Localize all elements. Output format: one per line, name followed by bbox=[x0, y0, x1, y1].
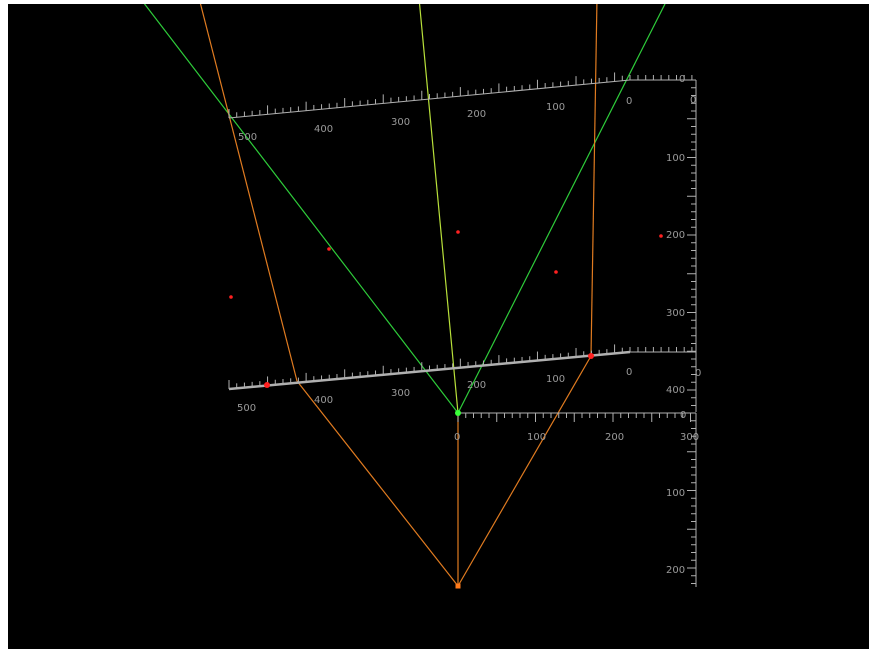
right-vertical-lower-ruler bbox=[687, 412, 697, 587]
red-point[interactable] bbox=[229, 295, 233, 299]
ruler-label: 100 bbox=[546, 374, 565, 385]
ruler-label: 200 bbox=[467, 380, 486, 391]
middle-slanted-ruler bbox=[228, 344, 696, 391]
top-slanted-ruler-labels: 500 400 300 200 100 0 bbox=[238, 96, 632, 143]
ruler-label: 0 bbox=[454, 432, 460, 443]
red-point-large[interactable] bbox=[264, 382, 270, 388]
ruler-label: 200 bbox=[467, 109, 486, 120]
horizontal-ruler-labels: 0 100 200 300 bbox=[454, 432, 699, 443]
orange-ray-right-upper bbox=[590, 4, 598, 357]
right-vertical-upper-ruler-labels: 0 100 200 300 400 bbox=[666, 95, 696, 396]
red-point[interactable] bbox=[327, 247, 331, 251]
ruler-label: 100 bbox=[666, 488, 685, 499]
ruler-label: 0 bbox=[626, 96, 632, 107]
ruler-label: 500 bbox=[237, 403, 256, 414]
ruler-label: 300 bbox=[391, 117, 410, 128]
ruler-label: 100 bbox=[527, 432, 546, 443]
ruler-label: 0 bbox=[690, 95, 696, 106]
ruler-label: 100 bbox=[546, 102, 565, 113]
red-point[interactable] bbox=[456, 230, 460, 234]
green-rays bbox=[143, 4, 666, 414]
ruler-label: 300 bbox=[391, 388, 410, 399]
green-apex-point[interactable] bbox=[455, 410, 461, 416]
orange-ray-right bbox=[457, 355, 592, 587]
orange-apex-point[interactable] bbox=[455, 583, 461, 589]
orange-rays bbox=[199, 4, 598, 587]
ruler-label-corner: 0 bbox=[695, 368, 701, 379]
scene-canvas[interactable]: 500 400 300 200 100 0 0 100 200 300 400 … bbox=[8, 4, 869, 649]
ruler-label: 400 bbox=[314, 395, 333, 406]
ruler-label: 400 bbox=[314, 124, 333, 135]
red-point[interactable] bbox=[554, 270, 558, 274]
middle-slanted-ruler-labels: 500 400 300 200 100 0 bbox=[237, 367, 632, 414]
orange-ray-left-upper bbox=[199, 4, 298, 382]
ruler-label: 200 bbox=[605, 432, 624, 443]
ruler-label: 200 bbox=[666, 230, 685, 241]
right-vertical-upper-ruler bbox=[687, 79, 697, 412]
ruler-label-corner: 0 bbox=[679, 74, 685, 85]
horizontal-ruler bbox=[457, 412, 696, 422]
top-slanted-ruler bbox=[228, 72, 696, 119]
ruler-label: 0 bbox=[626, 367, 632, 378]
yellow-green-ray-center bbox=[418, 4, 459, 414]
ruler-label: 200 bbox=[666, 565, 685, 576]
red-points bbox=[229, 230, 663, 388]
ruler-label: 500 bbox=[238, 132, 257, 143]
ruler-label: 0 bbox=[680, 410, 686, 421]
green-ray-left bbox=[143, 4, 459, 414]
red-point[interactable] bbox=[659, 234, 663, 238]
ruler-label: 100 bbox=[666, 153, 685, 164]
ruler-label: 300 bbox=[666, 308, 685, 319]
red-point-large[interactable] bbox=[588, 353, 594, 359]
3d-viewport[interactable]: 500 400 300 200 100 0 0 100 200 300 400 … bbox=[8, 4, 869, 649]
ruler-label: 400 bbox=[666, 385, 685, 396]
orange-ray-left bbox=[296, 380, 459, 587]
green-ray-right bbox=[457, 4, 666, 414]
right-vertical-lower-ruler-labels: 0 100 200 bbox=[666, 410, 686, 576]
ruler-label: 300 bbox=[680, 432, 699, 443]
